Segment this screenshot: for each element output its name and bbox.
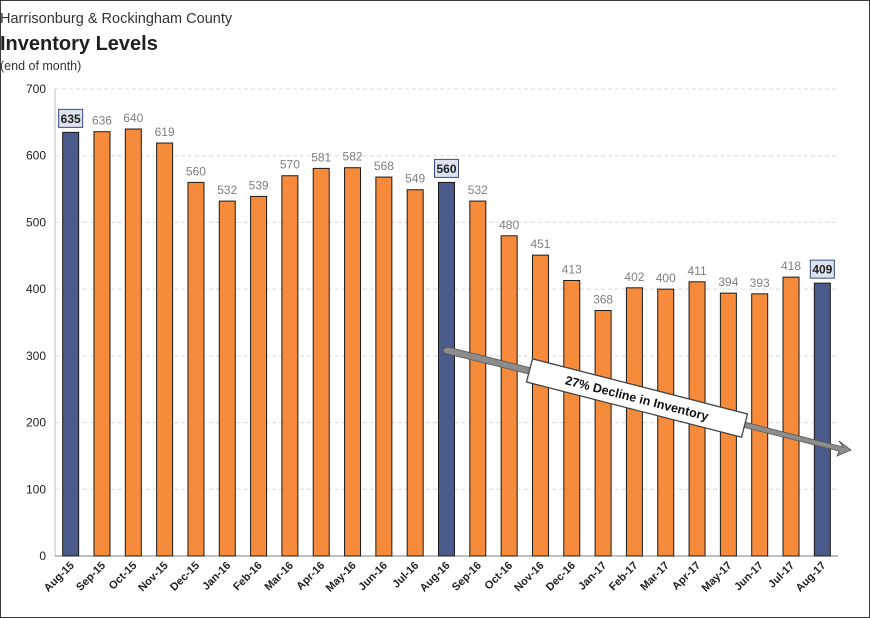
bar-feb-16 (250, 195, 268, 557)
value-label-jun-17: 393 (750, 276, 770, 290)
bar-jul-17 (782, 276, 800, 557)
bar-mar-17 (657, 288, 675, 557)
value-label-nov-16: 451 (530, 237, 550, 251)
x-tick-label: Sep-16 (450, 560, 484, 594)
chart-supertitle: Harrisonburg & Rockingham County (0, 11, 233, 27)
x-tick-label: Mar-17 (638, 560, 672, 594)
y-tick-label: 500 (26, 215, 46, 229)
bar-aug-17 (813, 282, 831, 557)
value-labels: 635 636 640 619 560 532 539 570 581 582 568 549 560 5… (58, 108, 835, 306)
value-label-sep-16: 532 (468, 183, 488, 197)
bar-mar-16 (281, 175, 299, 557)
chart-title: Inventory Levels (0, 33, 158, 55)
y-tick-label: 700 (26, 82, 46, 96)
svg-text:560: 560 (436, 162, 456, 176)
value-label-jan-17: 368 (593, 292, 613, 306)
value-label-mar-17: 400 (656, 271, 676, 285)
x-tick-label: Oct-15 (107, 560, 140, 593)
value-label-jun-16: 568 (374, 159, 394, 173)
value-label-may-17: 394 (718, 275, 738, 289)
value-label-aug-15: 635 (58, 108, 84, 128)
bar-sep-16 (469, 200, 487, 557)
bar-jan-17 (594, 309, 612, 557)
svg-text:635: 635 (61, 112, 81, 126)
bar-aug-16 (438, 181, 455, 557)
value-label-oct-16: 480 (499, 218, 519, 232)
value-label-apr-16: 581 (311, 150, 331, 164)
x-tick-label: Jan-17 (576, 560, 609, 593)
x-tick-label: Aug-17 (794, 560, 829, 595)
value-label-feb-17: 402 (624, 270, 644, 284)
y-tick-label: 600 (26, 149, 46, 163)
y-tick-label: 400 (26, 282, 46, 296)
value-label-jul-16: 549 (405, 172, 425, 186)
x-tick-label: Apr-16 (294, 560, 327, 593)
x-tick-label: Mar-16 (262, 560, 296, 594)
bar-feb-17 (625, 287, 643, 557)
bar-oct-15 (124, 128, 142, 557)
value-label-mar-16: 570 (280, 158, 300, 172)
bar-oct-16 (500, 235, 518, 557)
value-label-apr-17: 411 (687, 264, 706, 278)
value-label-nov-15: 619 (155, 125, 175, 139)
value-label-aug-16: 560 (434, 158, 459, 178)
svg-text:409: 409 (812, 263, 832, 277)
x-tick-label: Sep-15 (74, 560, 108, 594)
bar-dec-16 (563, 279, 581, 557)
x-tick-label: Nov-15 (136, 560, 170, 594)
y-axis: 0 100 200 300 400 500 600 700 (26, 82, 838, 563)
value-label-may-16: 582 (343, 150, 363, 164)
y-tick-label: 100 (26, 482, 46, 496)
x-tick-label: Nov-16 (512, 560, 546, 594)
value-label-aug-17: 409 (809, 259, 835, 279)
bar-jan-16 (218, 200, 236, 557)
x-tick-label: Feb-17 (607, 560, 641, 594)
bar-aug-15 (62, 131, 80, 557)
x-tick-label: Dec-15 (168, 560, 202, 594)
x-tick-label: May-17 (700, 560, 735, 595)
x-tick-label: Jan-16 (200, 560, 233, 593)
x-tick-label: Jun-16 (356, 560, 390, 594)
x-tick-label: Aug-15 (42, 560, 77, 595)
value-label-jan-16: 532 (217, 183, 237, 197)
annotation-box (525, 357, 749, 439)
bar-jul-16 (406, 189, 424, 557)
x-tick-label: Oct-16 (483, 560, 516, 593)
bar-apr-16 (312, 167, 330, 557)
value-label-jul-17: 418 (781, 259, 801, 273)
bar-may-16 (344, 167, 362, 557)
bar-nov-15 (156, 142, 174, 557)
x-axis: Aug-15Sep-15Oct-15Nov-15Dec-15Jan-16Feb-… (42, 560, 829, 595)
value-label-dec-15: 560 (186, 164, 206, 178)
x-tick-label: Apr-17 (670, 560, 703, 593)
x-tick-label: Aug-16 (418, 560, 453, 595)
value-label-oct-15: 640 (123, 111, 143, 125)
x-tick-label: May-16 (324, 560, 359, 595)
y-tick-label: 300 (26, 349, 46, 363)
value-label-sep-15: 636 (92, 114, 112, 128)
bars (62, 128, 831, 557)
bar-dec-15 (187, 181, 205, 557)
x-tick-label: Jun-17 (732, 560, 766, 594)
y-tick-label: 0 (39, 549, 46, 563)
chart-subtitle: (end of month) (0, 59, 82, 73)
x-tick-label: Feb-16 (231, 560, 265, 594)
value-label-dec-16: 413 (562, 262, 582, 276)
y-tick-label: 200 (26, 416, 46, 430)
x-tick-label: Dec-16 (544, 560, 578, 594)
bar-sep-15 (93, 131, 111, 557)
bar-jun-16 (375, 176, 393, 557)
value-label-feb-16: 539 (249, 178, 269, 192)
bar-nov-16 (531, 254, 549, 557)
